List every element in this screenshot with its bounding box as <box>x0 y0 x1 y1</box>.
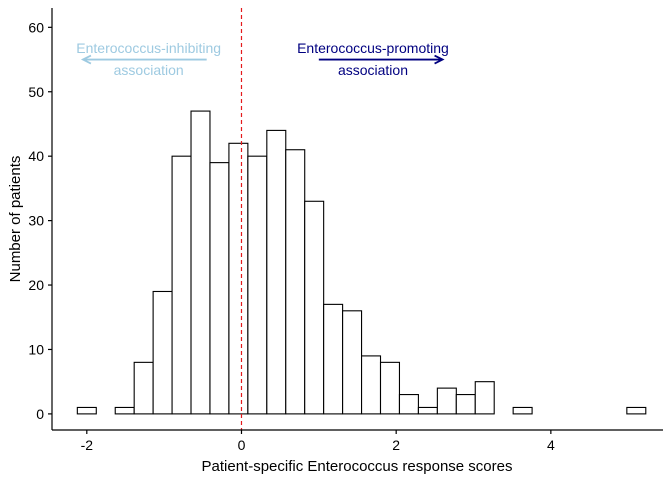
annotations-group: Enterococcus-inhibiting association Entero… <box>76 40 449 78</box>
histogram-bar <box>398 394 419 415</box>
x-tick-label: 4 <box>547 437 555 453</box>
histogram-bar <box>285 149 306 415</box>
histogram-bar <box>209 162 230 415</box>
histogram-bar <box>304 200 325 415</box>
histogram-bar <box>152 290 173 415</box>
histogram-bar <box>512 406 533 415</box>
y-tick-label: 20 <box>28 277 44 293</box>
histogram-bar <box>228 142 249 415</box>
histogram-bar <box>342 310 363 415</box>
histogram-bar <box>455 394 476 415</box>
annotation-promoting-line-2: association <box>338 62 408 78</box>
y-tick-label: 50 <box>28 84 44 100</box>
histogram-bar <box>436 387 457 415</box>
histogram-bar <box>247 155 268 415</box>
histogram-bar <box>76 406 97 415</box>
x-tick-label: -2 <box>81 437 94 453</box>
histogram-bar <box>190 110 211 415</box>
y-tick-label: 30 <box>28 213 44 229</box>
x-tick-label: 2 <box>392 437 400 453</box>
y-tick-label: 60 <box>28 19 44 35</box>
annotation-promoting-line-1: Enterococcus-promoting <box>297 40 449 56</box>
y-axis-title: Number of patients <box>7 156 24 283</box>
histogram-bars <box>76 110 647 415</box>
histogram-bar <box>114 406 135 415</box>
histogram-bar <box>626 406 647 415</box>
y-tick-label: 0 <box>36 406 44 422</box>
histogram-bar <box>171 155 192 415</box>
x-axis-title: Patient-specific Enterococcus response s… <box>202 458 513 475</box>
histogram-bar <box>474 381 495 415</box>
histogram-bar <box>323 303 344 415</box>
histogram-bar <box>133 361 154 415</box>
y-tick-label: 10 <box>28 341 44 357</box>
histogram-bar <box>379 361 401 415</box>
annotation-inhibiting-line-2: association <box>114 62 184 78</box>
histogram-bar <box>361 355 382 415</box>
annotation-inhibiting-line-1: Enterococcus-inhibiting <box>76 40 221 56</box>
histogram-bar <box>417 406 438 415</box>
y-tick-label: 40 <box>28 148 44 164</box>
histogram-bar <box>266 129 287 415</box>
annotation-inhibiting-arrow-head <box>80 54 92 65</box>
annotation-promoting-arrow-head <box>434 54 445 65</box>
x-tick-label: 0 <box>238 437 246 453</box>
